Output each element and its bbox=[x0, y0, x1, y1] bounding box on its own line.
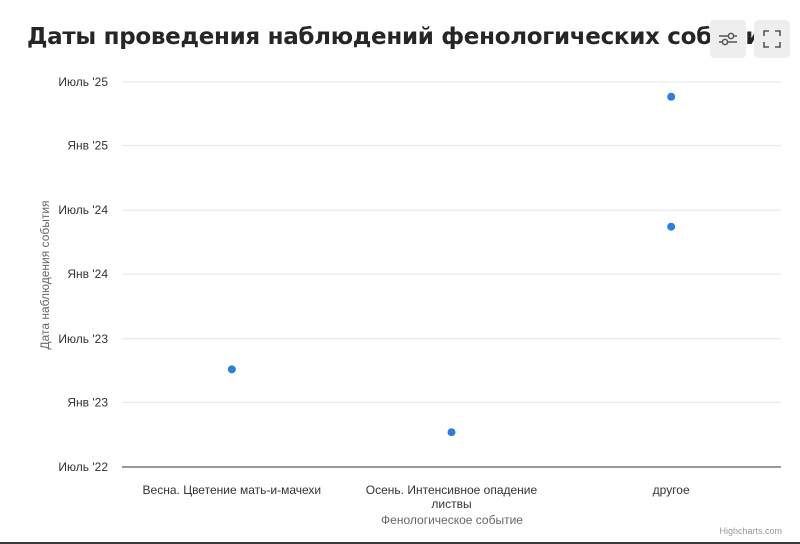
fullscreen-button[interactable] bbox=[754, 20, 790, 58]
y-tick-label: Янв '23 bbox=[67, 395, 108, 409]
x-tick-label: Весна. Цветение мать-и-мачехи bbox=[143, 483, 322, 497]
y-tick-label: Июль '25 bbox=[58, 75, 108, 89]
sliders-icon bbox=[719, 32, 737, 46]
data-point bbox=[667, 92, 676, 101]
x-axis-title: Фенологическое событие bbox=[381, 513, 523, 527]
y-tick-label: Июль '24 bbox=[58, 203, 108, 217]
y-tick-label: Июль '22 bbox=[58, 460, 108, 474]
credits-link[interactable]: Highcharts.com bbox=[719, 526, 782, 536]
data-point bbox=[667, 222, 676, 231]
y-axis-title: Дата наблюдения события bbox=[38, 200, 52, 349]
x-tick-label: листвы bbox=[431, 497, 471, 511]
bottom-divider bbox=[0, 542, 800, 544]
chart-options-button[interactable] bbox=[710, 20, 746, 58]
y-tick-label: Июль '23 bbox=[58, 332, 108, 346]
y-tick-label: Янв '25 bbox=[67, 139, 108, 153]
data-point bbox=[447, 428, 456, 437]
data-point bbox=[227, 365, 236, 374]
page-title: Даты проведения наблюдений фенологически… bbox=[27, 24, 778, 50]
fullscreen-icon bbox=[763, 30, 781, 48]
x-tick-label: Осень. Интенсивное опадение bbox=[366, 483, 538, 497]
x-tick-label: другое bbox=[653, 483, 690, 497]
y-tick-label: Янв '24 bbox=[67, 267, 108, 281]
